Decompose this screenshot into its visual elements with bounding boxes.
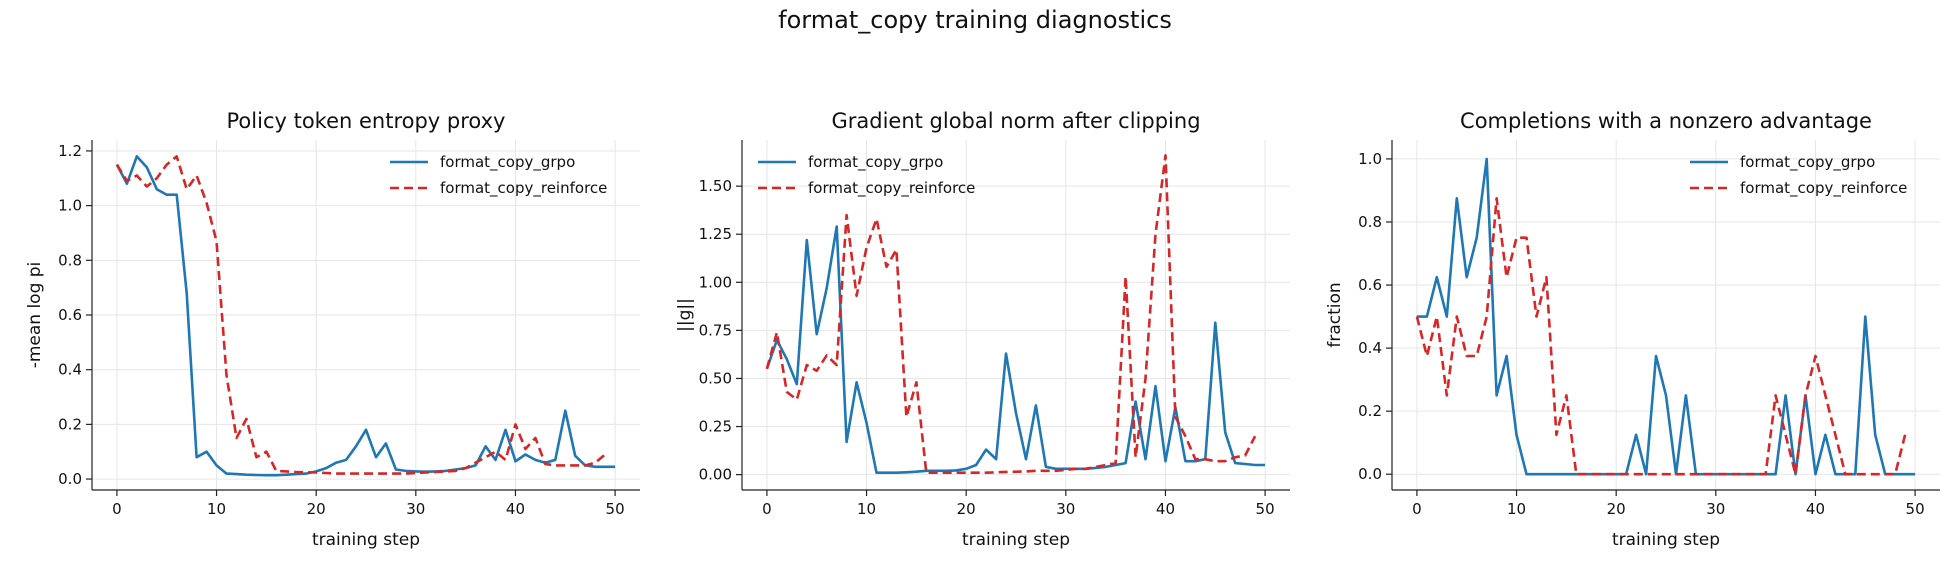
x-tick-label: 40 — [1806, 500, 1825, 518]
y-axis-label: fraction — [1325, 282, 1345, 347]
y-tick-label: 0.6 — [1358, 276, 1382, 294]
legend-label: format_copy_reinforce — [440, 179, 607, 198]
x-tick-label: 40 — [506, 500, 525, 518]
y-tick-label: 1.25 — [699, 225, 732, 243]
y-tick-label: 1.0 — [58, 197, 82, 215]
series-line-format_copy_reinforce — [1415, 197, 1907, 476]
y-tick-label: 1.50 — [699, 177, 732, 195]
y-tick-label: 0.6 — [58, 306, 82, 324]
x-tick-label: 50 — [606, 500, 625, 518]
y-tick-label: 0.4 — [1358, 339, 1382, 357]
x-tick-label: 30 — [1706, 500, 1725, 518]
y-tick-label: 0.2 — [1358, 402, 1382, 420]
y-tick-label: 0.0 — [1358, 465, 1382, 483]
series-line-format_copy_grpo — [1416, 157, 1916, 476]
x-tick-label: 30 — [1056, 500, 1075, 518]
x-tick-label: 50 — [1256, 500, 1275, 518]
legend-label: format_copy_grpo — [808, 153, 943, 172]
legend-label: format_copy_grpo — [440, 153, 575, 172]
series-line-format_copy_grpo — [765, 225, 1266, 475]
x-tick-label: 0 — [762, 500, 772, 518]
y-tick-label: 1.0 — [1358, 150, 1382, 168]
x-axis-label: training step — [1612, 530, 1720, 550]
x-tick-label: 40 — [1156, 500, 1175, 518]
y-tick-label: 0.00 — [699, 466, 732, 484]
x-tick-label: 20 — [957, 500, 976, 518]
y-tick-label: 1.2 — [58, 142, 82, 160]
x-tick-label: 0 — [1412, 500, 1422, 518]
y-tick-label: 0.75 — [699, 321, 732, 339]
x-tick-label: 30 — [406, 500, 425, 518]
chart-title: Policy token entropy proxy — [227, 109, 506, 133]
series-line-format_copy_grpo — [115, 155, 616, 477]
y-axis-label: -mean log pi — [25, 262, 45, 369]
x-tick-label: 10 — [857, 500, 876, 518]
y-tick-label: 0.0 — [58, 470, 82, 488]
y-tick-label: 1.00 — [699, 273, 732, 291]
y-tick-label: 0.8 — [1358, 213, 1382, 231]
y-tick-label: 0.50 — [699, 369, 732, 387]
chart-title: Completions with a nonzero advantage — [1460, 109, 1872, 133]
chart-panel-1 — [86, 140, 640, 496]
legend-label: format_copy_reinforce — [1740, 179, 1907, 198]
y-tick-label: 0.25 — [699, 418, 732, 436]
legend-label: format_copy_reinforce — [808, 179, 975, 198]
x-tick-label: 0 — [112, 500, 122, 518]
y-tick-label: 0.8 — [58, 251, 82, 269]
x-tick-label: 20 — [1607, 500, 1626, 518]
x-tick-label: 50 — [1906, 500, 1925, 518]
x-tick-label: 20 — [307, 500, 326, 518]
y-axis-label: ||g|| — [675, 298, 695, 332]
chart-title: Gradient global norm after clipping — [831, 109, 1200, 133]
x-axis-label: training step — [962, 530, 1070, 550]
x-tick-label: 10 — [1507, 500, 1526, 518]
series-line-format_copy_reinforce — [115, 155, 606, 475]
chart-panel-2 — [736, 140, 1290, 496]
y-tick-label: 0.2 — [58, 415, 82, 433]
chart-panel-3 — [1386, 140, 1940, 496]
x-tick-label: 10 — [207, 500, 226, 518]
legend-label: format_copy_grpo — [1740, 153, 1875, 172]
series-line-format_copy_reinforce — [765, 154, 1257, 475]
figure-title: format_copy training diagnostics — [778, 6, 1172, 34]
y-tick-label: 0.4 — [58, 361, 82, 379]
x-axis-label: training step — [312, 530, 420, 550]
